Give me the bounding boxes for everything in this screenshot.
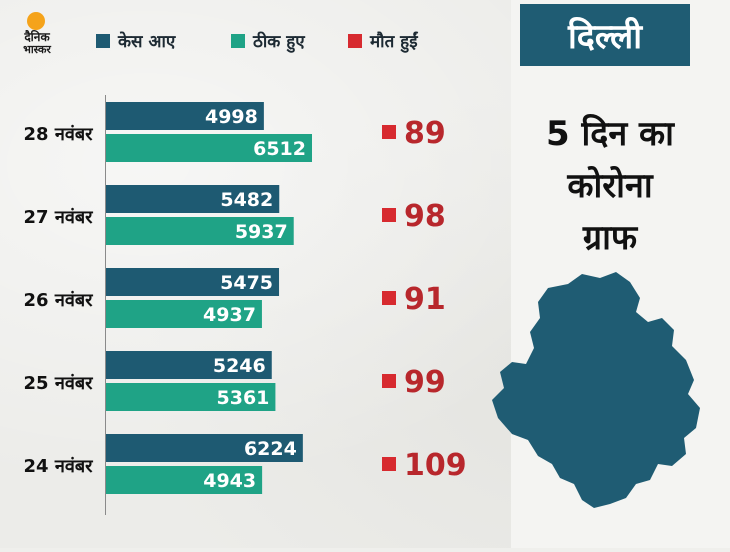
category-label: 25 नवंबर xyxy=(24,373,94,394)
deaths-marker xyxy=(382,374,396,388)
recovered-value-label: 5361 xyxy=(217,387,270,409)
deaths-value-label: 91 xyxy=(404,282,446,317)
deaths-marker xyxy=(382,125,396,139)
panel-title-box: दिल्ली xyxy=(520,4,690,66)
cases-bar xyxy=(105,185,280,213)
deaths-value-label: 99 xyxy=(404,365,446,400)
bar-chart-svg: 28 नवंबर 4998 6512 89 27 नवंबर 5482 5937 98 26 न… xyxy=(24,102,467,494)
legend-label-cases: केस आए xyxy=(118,32,176,52)
deaths-value-label: 89 xyxy=(404,116,446,151)
cases-bar xyxy=(105,102,264,130)
logo-line-2: भास्कर xyxy=(23,43,51,56)
delhi-map-icon xyxy=(492,272,700,508)
legend-label-recovered: ठीक हुए xyxy=(253,32,305,52)
cases-value-label: 5475 xyxy=(220,272,273,294)
panel-subtitle-line-3: ग्राफ xyxy=(582,218,638,258)
sun-icon xyxy=(27,12,45,30)
cases-value-label: 5482 xyxy=(220,189,273,211)
category-axis-line xyxy=(105,95,106,515)
cases-value-label: 6224 xyxy=(244,438,297,460)
recovered-bar xyxy=(105,134,312,162)
recovered-value-label: 5937 xyxy=(235,221,288,243)
deaths-marker xyxy=(382,208,396,222)
deaths-marker xyxy=(382,291,396,305)
legend-swatch-cases xyxy=(96,34,110,48)
dainik-bhaskar-logo: दैनिक भास्कर xyxy=(10,12,64,62)
legend-label-deaths: मौत हुईं xyxy=(370,32,418,52)
recovered-bar xyxy=(105,383,276,411)
panel-subtitle-line-2: कोरोना xyxy=(567,166,653,206)
bar-chart: 28 नवंबर 4998 6512 89 27 नवंबर 5482 5937 98 26 न… xyxy=(0,90,480,548)
recovered-value-label: 4937 xyxy=(203,304,256,326)
cases-value-label: 4998 xyxy=(205,106,258,128)
category-label: 28 नवंबर xyxy=(24,124,94,145)
cases-bar xyxy=(105,268,280,296)
recovered-value-label: 4943 xyxy=(203,470,256,492)
legend-swatch-deaths xyxy=(348,34,362,48)
panel-title: दिल्ली xyxy=(567,17,643,57)
recovered-bar xyxy=(105,466,263,494)
recovered-bar xyxy=(105,217,294,245)
cases-value-label: 5246 xyxy=(213,355,266,377)
cases-bar xyxy=(105,434,303,462)
panel-subtitle: 5 दिन का कोरोना ग्राफ xyxy=(520,108,700,264)
category-label: 24 नवंबर xyxy=(24,456,94,477)
category-label: 26 नवंबर xyxy=(24,290,94,311)
cases-bar xyxy=(105,351,272,379)
panel-subtitle-line-1: 5 दिन का xyxy=(546,114,674,154)
deaths-value-label: 98 xyxy=(404,199,446,234)
recovered-value-label: 6512 xyxy=(253,138,306,160)
deaths-value-label: 109 xyxy=(404,448,467,483)
recovered-bar xyxy=(105,300,262,328)
category-label: 27 नवंबर xyxy=(24,207,94,228)
deaths-marker xyxy=(382,457,396,471)
logo-line-1: दैनिक xyxy=(24,30,50,44)
legend-swatch-recovered xyxy=(231,34,245,48)
